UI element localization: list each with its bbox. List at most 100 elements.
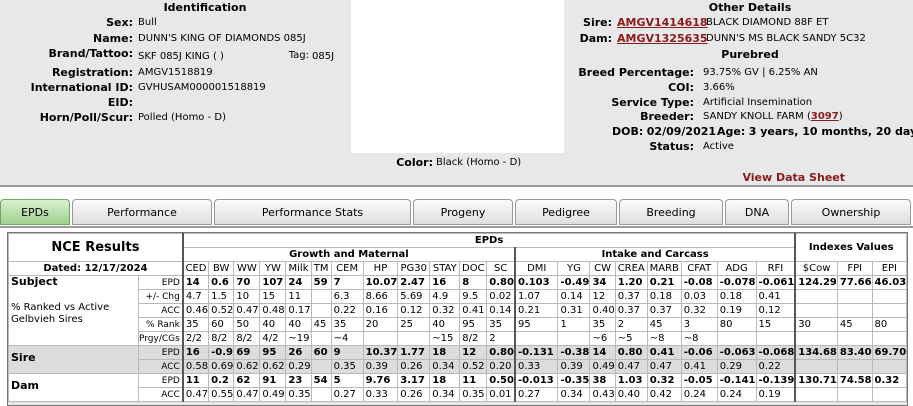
sire-epd-dmi: -0.131: [513, 345, 559, 360]
sire-link[interactable]: AMGV1414618: [617, 16, 708, 29]
tab-ownership[interactable]: Ownership: [791, 199, 911, 225]
dam-acc-doc: 0.35: [459, 387, 488, 402]
tab-performance-stats[interactable]: Performance Stats: [214, 199, 411, 225]
other-details-title: Other Details: [708, 1, 792, 14]
breeder-name: SANDY KNOLL FARM (: [703, 111, 811, 122]
sire-acc-cw: 0.49: [589, 359, 616, 374]
subject-rank-hp: 20: [362, 317, 399, 332]
subject-chg-tm: [310, 289, 332, 304]
subject-row-label: ACC: [137, 303, 184, 318]
epds-header: EPDs: [181, 233, 796, 248]
dam-epd-marb: 0.32: [646, 373, 682, 388]
sire-acc-fpi: [836, 359, 873, 374]
color-value: Black (Homo - D): [436, 157, 522, 168]
tab-pedigree[interactable]: Pedigree: [515, 199, 617, 225]
horn-label: Horn/Poll/Scur:: [39, 111, 133, 124]
column-header-hp: HP: [362, 261, 399, 276]
dam-acc-epi: [871, 387, 908, 402]
subject-rank-adg: 80: [716, 317, 757, 332]
coi-value: 3.66%: [703, 82, 735, 93]
column-header-yg: YG: [557, 261, 591, 276]
dam-epd-milk: 23: [285, 373, 312, 388]
indexes-header: Indexes Values: [794, 233, 908, 262]
subject-acc-bw: 0.52: [208, 303, 235, 318]
tab-epds[interactable]: EPDs: [0, 199, 70, 225]
column-header-ww: WW: [233, 261, 261, 276]
breeder-link[interactable]: 3097: [810, 111, 839, 122]
subject-prgy-rfi: [755, 331, 796, 346]
subject-rank-dmi: 95: [513, 317, 559, 332]
name-value: DUNN'S KING OF DIAMONDS 085J: [138, 33, 306, 44]
sire-acc-marb: 0.47: [646, 359, 682, 374]
nce-title: NCE Results: [7, 233, 184, 262]
subject-chg-yw: 15: [259, 289, 287, 304]
international-id-label: International ID:: [30, 81, 133, 94]
dam-epd-rfi: -0.139: [755, 373, 796, 388]
dam-acc-dmi: 0.27: [513, 387, 559, 402]
dob: DOB: 02/09/2021: [612, 125, 716, 138]
sire-epd-adg: -0.063: [716, 345, 757, 360]
dam-epd-yg: -0.35: [557, 373, 591, 388]
dob-label: DOB:: [612, 125, 644, 138]
sire-epd-stay: 18: [429, 345, 461, 360]
sire-epd-cow: 134.68: [794, 345, 838, 360]
column-header-adg: ADG: [716, 261, 757, 276]
subject-row-label: Prgy/CGs: [137, 331, 184, 346]
tag-value: 085J: [312, 51, 335, 62]
sire-acc-yw: 0.62: [259, 359, 287, 374]
subject-row-label: EPD: [137, 275, 184, 290]
subject-acc-marb: 0.37: [646, 303, 682, 318]
dam-epd-cfat: -0.05: [680, 373, 718, 388]
dam-label: Dam:: [579, 32, 612, 45]
subject-epd-crea: 1.20: [614, 275, 648, 290]
view-data-sheet-link[interactable]: View Data Sheet: [742, 171, 845, 184]
subject-chg-cw: 12: [589, 289, 616, 304]
tab-breeding[interactable]: Breeding: [619, 199, 723, 225]
sire-acc-milk: 0.29: [285, 359, 312, 374]
column-header-rfi: RFI: [755, 261, 796, 276]
subject-chg-milk: 11: [285, 289, 312, 304]
subject-epd-yw: 107: [259, 275, 287, 290]
subject-epd-stay: 16: [429, 275, 461, 290]
column-header-tm: TM: [310, 261, 332, 276]
subject-epd-cow: 124.29: [794, 275, 838, 290]
dam-name: DUNN'S MS BLACK SANDY 5C32: [706, 33, 866, 44]
subject-chg-sc: 0.02: [486, 289, 516, 304]
registration-value: AMGV1518819: [138, 67, 213, 78]
sire-acc-epi: [871, 359, 908, 374]
breeder-value: SANDY KNOLL FARM (3097): [703, 111, 843, 122]
subject-acc-cfat: 0.32: [680, 303, 718, 318]
sire-acc-row: ACC 0.58 0.69 0.62 0.62 0.29 0.35 0.39 0.26 0.34 0…: [9, 359, 908, 374]
dam-acc-stay: 0.34: [429, 387, 461, 402]
subject-prgy-cw: ~6: [589, 331, 616, 346]
subject-prgy-ww: 8/2: [233, 331, 261, 346]
subject-rank-ced: 35: [181, 317, 210, 332]
sire-epd-cem: 9: [330, 345, 364, 360]
subject-epd-doc: 8: [459, 275, 488, 290]
subject-acc-dmi: 0.21: [513, 303, 559, 318]
subject-prgy-doc: 8/2: [459, 331, 488, 346]
subject-acc-ced: 0.46: [181, 303, 210, 318]
subject-acc-milk: 0.17: [285, 303, 312, 318]
tab-progeny[interactable]: Progeny: [413, 199, 513, 225]
dam-acc-ced: 0.47: [181, 387, 210, 402]
subject-acc-sc: 0.14: [486, 303, 516, 318]
nce-results-table: NCE Results EPDs Indexes Values Growth and …: [7, 233, 908, 402]
sire-acc-crea: 0.47: [614, 359, 648, 374]
sire-acc-tm: [310, 359, 332, 374]
sire-acc-hp: 0.39: [362, 359, 399, 374]
subject-prgy-bw: 8/2: [208, 331, 235, 346]
subject-rank-pg30: 25: [397, 317, 431, 332]
tab-dna[interactable]: DNA: [725, 199, 789, 225]
sire-epd-sc: 0.80: [486, 345, 516, 360]
brand-label: Brand/Tattoo:: [48, 47, 134, 60]
sire-acc-ww: 0.62: [233, 359, 261, 374]
subject-prgy-row: Prgy/CGs 2/2 8/2 8/2 4/2 ~19 ~4 ~15 8/2 2 ~6 ~5 ~8 ~8: [9, 331, 908, 346]
dam-epd-stay: 18: [429, 373, 461, 388]
subject-chg-cow: [794, 289, 838, 304]
subject-prgy-marb: ~8: [646, 331, 682, 346]
tab-performance[interactable]: Performance: [72, 199, 212, 225]
status-value: Active: [703, 141, 734, 152]
dam-link[interactable]: AMGV1325635: [617, 32, 708, 45]
tab-bar: EPDs Performance Performance Stats Proge…: [0, 199, 913, 227]
